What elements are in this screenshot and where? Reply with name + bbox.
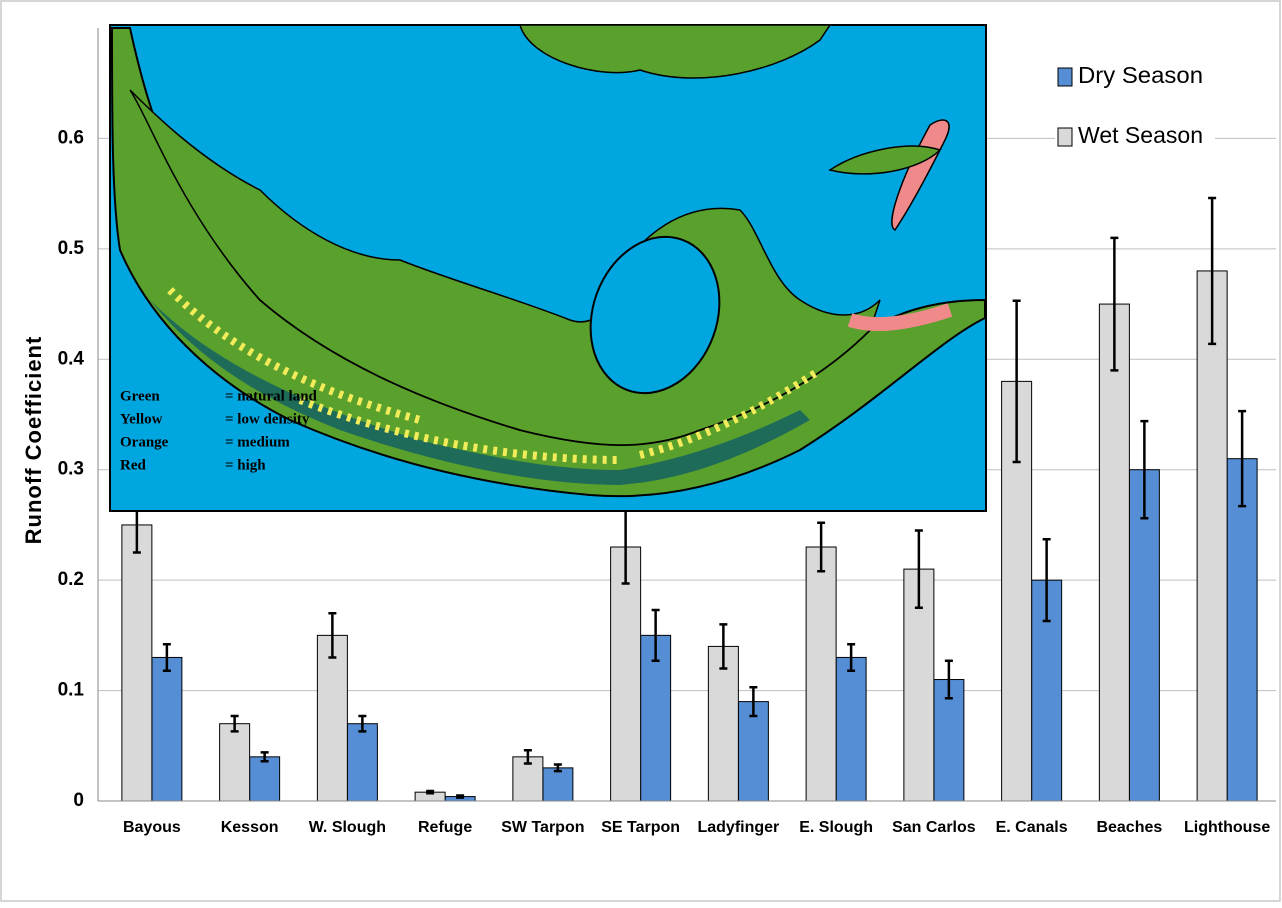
error-bar: [426, 791, 434, 793]
legend-label: Wet Season: [1078, 122, 1203, 148]
x-tick-label: San Carlos: [892, 819, 976, 836]
bar: [347, 724, 377, 801]
inset-legend-meaning: = medium: [225, 434, 290, 450]
inset-legend-color: Green: [120, 388, 160, 404]
bar: [220, 724, 250, 801]
y-tick-label: 0.4: [58, 348, 85, 369]
legend-swatch: [1058, 68, 1072, 86]
bar: [1099, 304, 1129, 801]
inset-legend-color: Orange: [120, 434, 169, 450]
error-bar: [456, 795, 464, 797]
legend-label: Dry Season: [1078, 62, 1203, 88]
x-tick-label: Refuge: [418, 819, 472, 836]
bar: [1197, 271, 1227, 801]
x-tick-label: Lighthouse: [1184, 819, 1270, 836]
x-tick-label: Beaches: [1096, 819, 1162, 836]
x-tick-label: SW Tarpon: [501, 819, 584, 836]
bar: [543, 768, 573, 801]
bar: [122, 525, 152, 801]
bar: [1227, 459, 1257, 801]
y-tick-label: 0.1: [58, 680, 85, 701]
y-tick-label: 0.2: [58, 569, 84, 590]
bar: [317, 635, 347, 801]
inset-legend-meaning: = natural land: [225, 388, 318, 404]
bar: [152, 657, 182, 801]
x-tick-label: Bayous: [123, 819, 181, 836]
y-tick-label: 0: [73, 790, 84, 811]
y-axis-label: Runoff Coefficient: [21, 336, 46, 545]
bar: [250, 757, 280, 801]
inset-legend-color: Red: [120, 457, 146, 473]
inset-legend-meaning: = high: [225, 457, 266, 473]
x-tick-label: E. Slough: [799, 819, 873, 836]
x-tick-label: Ladyfinger: [697, 819, 779, 836]
bar: [806, 547, 836, 801]
inset-legend-color: Yellow: [120, 411, 163, 427]
bar: [611, 547, 641, 801]
x-tick-label: Kesson: [221, 819, 279, 836]
x-tick-label: W. Slough: [309, 819, 386, 836]
legend-swatch: [1058, 128, 1072, 146]
y-tick-label: 0.6: [58, 127, 84, 148]
inset-map: Green = natural land Yellow = low density Or…: [110, 25, 986, 511]
y-tick-label: 0.5: [58, 238, 85, 259]
y-tick-label: 0.3: [58, 459, 84, 480]
inset-legend-meaning: = low density: [225, 411, 310, 427]
x-tick-label: SE Tarpon: [601, 819, 680, 836]
bar: [836, 657, 866, 801]
chart: Runoff Coefficient Dry SeasonWet Season …: [0, 0, 1282, 903]
x-tick-label: E. Canals: [996, 819, 1068, 836]
